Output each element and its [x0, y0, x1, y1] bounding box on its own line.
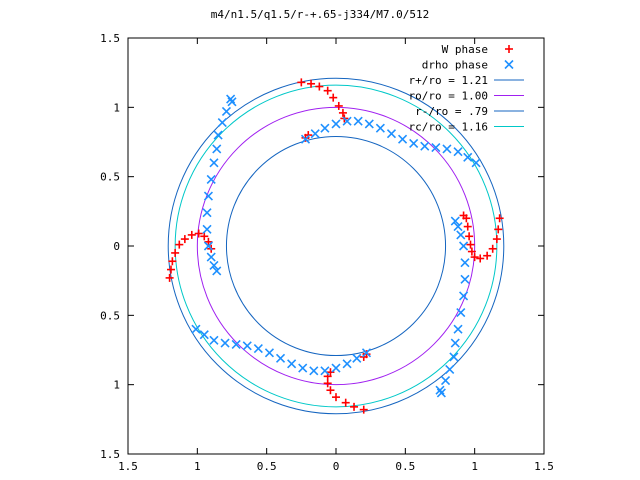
radius-circle [167, 77, 505, 415]
drho-phase-point [456, 230, 466, 240]
drho-phase-point [275, 353, 286, 363]
y-tick-label: 1.5 [100, 448, 120, 461]
drho-phase-series [191, 94, 481, 398]
drho-phase-point [453, 147, 463, 157]
drho-phase-point [450, 338, 460, 348]
drho-phase-point [191, 324, 201, 334]
drho-phase-point [352, 353, 362, 363]
y-tick-label: 0.5 [100, 171, 120, 184]
x-tick-label: 0.5 [395, 460, 415, 473]
radius-circles [167, 77, 505, 415]
drho-phase-point [342, 359, 352, 369]
y-tick-label: 0 [113, 240, 120, 253]
drho-phase-point [375, 123, 385, 133]
drho-phase-point [226, 94, 236, 104]
x-tick-label: 0 [333, 460, 340, 473]
drho-phase-point [436, 388, 446, 398]
drho-phase-point [206, 252, 216, 262]
drho-phase-point [209, 158, 219, 168]
radius-circle [174, 84, 498, 408]
drho-phase-point [331, 119, 341, 129]
legend-label: r+/ro = 1.21 [409, 74, 488, 87]
drho-phase-point [386, 129, 397, 139]
y-tick-label: 1.5 [100, 32, 120, 45]
drho-phase-point [453, 324, 463, 334]
drho-phase-point [320, 366, 330, 376]
drho-phase-point [361, 348, 372, 358]
drho-phase-point [209, 260, 219, 270]
x-tick-label: 1 [194, 460, 201, 473]
drho-phase-point [353, 116, 363, 126]
radius-circle [196, 106, 476, 386]
drho-phase-point [203, 241, 213, 251]
drho-phase-point [220, 338, 230, 348]
drho-phase-point [471, 158, 481, 168]
drho-phase-point [342, 116, 352, 126]
drho-phase-point [227, 97, 237, 107]
drho-phase-point [409, 138, 419, 148]
radius-circle [225, 135, 447, 357]
chart-title: m4/n1.5/q1.5/r-+.65-j334/M7.0/512 [211, 8, 430, 21]
legend-label: drho phase [422, 59, 488, 72]
drho-phase-point [364, 119, 374, 129]
x-tick-label: 1.5 [534, 460, 554, 473]
drho-phase-point [420, 141, 430, 151]
drho-phase-point [320, 123, 330, 133]
drho-phase-point [460, 258, 470, 268]
drho-phase-point [202, 208, 212, 218]
drho-phase-point [209, 335, 219, 345]
drho-phase-point [442, 144, 452, 154]
drho-phase-point [203, 191, 213, 201]
drho-phase-point [287, 359, 297, 369]
drho-phase-point [264, 348, 275, 358]
x-tick-label: 1.5 [118, 460, 138, 473]
drho-phase-point [298, 363, 308, 373]
drho-phase-point [440, 375, 451, 386]
drho-phase-point [459, 291, 469, 301]
y-tick-label: 0.5 [100, 309, 120, 322]
drho-phase-point [310, 129, 320, 139]
legend-label: ro/ro = 1.00 [409, 90, 488, 103]
drho-phase-point [242, 341, 252, 351]
drho-phase-point [331, 363, 341, 373]
drho-phase-point [459, 241, 469, 251]
drho-phase-point [435, 385, 445, 395]
drho-phase-point [431, 142, 441, 153]
drho-phase-point [213, 130, 223, 140]
x-axis-ticks: 1.5 1 0.5 0 0.5 1 1.5 [118, 38, 554, 473]
x-tick-label: 0.5 [257, 460, 277, 473]
drho-phase-point [449, 352, 459, 362]
legend-marker [504, 59, 514, 70]
y-axis-ticks: 1.5 1 0.5 0 0.5 1 1.5 [100, 32, 544, 461]
legend-label: W phase [442, 43, 488, 56]
drho-phase-point [199, 330, 209, 340]
drho-phase-point [231, 339, 241, 350]
drho-phase-point [450, 216, 460, 226]
drho-phase-point [212, 144, 222, 154]
phase-markers [165, 78, 504, 414]
drho-phase-point [445, 364, 455, 374]
drho-phase-point [206, 174, 216, 185]
x-tick-label: 1 [471, 460, 478, 473]
legend-label: rc/ro = 1.16 [409, 121, 488, 134]
drho-phase-point [217, 118, 227, 128]
drho-phase-point [460, 274, 470, 284]
drho-phase-point [397, 134, 408, 144]
drho-phase-point [221, 106, 232, 117]
y-tick-label: 1 [113, 379, 120, 392]
drho-phase-point [463, 152, 473, 162]
y-tick-label: 1 [113, 101, 120, 114]
drho-phase-point [202, 224, 212, 234]
drho-phase-point [253, 344, 263, 354]
drho-phase-point [456, 307, 466, 318]
legend-label: r-/ro = .79 [415, 105, 488, 118]
drho-phase-point [453, 222, 463, 232]
drho-phase-point [212, 266, 222, 276]
drho-phase-point [300, 134, 311, 144]
legend: W phase drho phase r+/ro = 1.21 ro/ro = 1.0… [409, 43, 524, 134]
drho-phase-point [309, 366, 319, 376]
w-phase-series [165, 78, 504, 414]
